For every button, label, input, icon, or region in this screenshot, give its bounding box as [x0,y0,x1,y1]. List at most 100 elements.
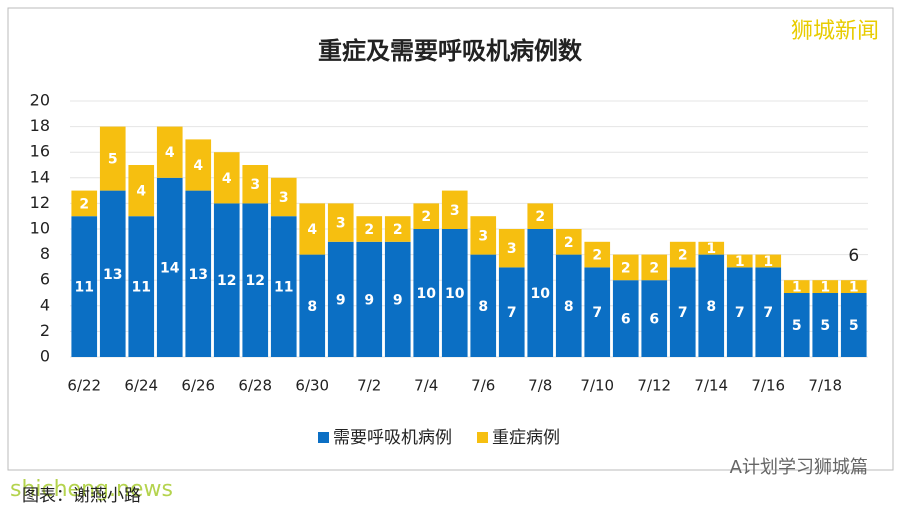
bar-segment [441,190,468,229]
bar-segment [213,203,240,357]
legend-swatch [318,432,329,443]
annotation: 6 [848,246,859,266]
x-tick-label: 6/26 [181,377,215,395]
data-label: 2 [393,222,403,238]
data-label: 2 [421,209,431,225]
data-label: 12 [246,273,265,289]
caption: 图表：谢燕小路 [22,486,141,506]
data-label: 11 [75,280,94,296]
bar-segment [356,241,383,357]
bar-segment [812,280,839,293]
data-label: 3 [279,190,289,206]
y-tick-label: 16 [30,142,50,161]
bar-segment [698,241,725,255]
x-tick-label: 7/14 [694,377,728,395]
chart-title: 重症及需要呼吸机病例数 [318,37,583,65]
data-label: 3 [507,241,517,257]
data-label: 2 [364,222,374,238]
data-label: 11 [274,280,293,296]
bar-segment [726,267,753,357]
bar-segment [299,203,326,255]
y-tick-label: 20 [30,91,50,110]
x-tick-label: 7/2 [357,377,381,395]
x-tick-label: 6/30 [295,377,329,395]
bar-segment [840,280,867,293]
data-label: 7 [678,305,688,321]
data-label: 10 [417,286,437,302]
data-label: 10 [531,286,551,302]
bar-segment [327,203,354,242]
bar-segment [584,267,611,357]
data-label: 3 [336,216,346,232]
bar-segment [327,241,354,357]
bar-segment [185,190,212,357]
bar-segment [384,241,411,357]
data-label: 7 [592,305,602,321]
bar-segment [612,280,639,357]
y-tick-label: 8 [40,244,50,263]
bar-segment [755,254,782,268]
x-tick-label: 6/24 [124,377,158,395]
watermark: 狮城新闻 [791,19,879,44]
bar-segment [726,254,753,268]
data-label: 11 [132,280,151,296]
y-tick-label: 0 [40,347,50,366]
data-label: 8 [706,299,716,315]
bar-segment [498,267,525,357]
bar-segment [270,216,297,357]
y-tick-label: 2 [40,321,50,340]
bar-segment [612,254,639,281]
bar-segment [840,293,867,357]
bar-segment [242,203,269,357]
data-label: 10 [445,286,465,302]
bar-segment [527,229,554,357]
legend-label: 需要呼吸机病例 [333,428,452,448]
bar-segment [242,165,269,204]
bar-segment [185,139,212,191]
bar-segment [413,203,440,229]
data-label: 2 [621,260,631,276]
x-tick-label: 7/18 [808,377,842,395]
bar-segment [669,241,696,268]
data-label: 9 [364,292,374,308]
data-label: 13 [189,267,208,283]
data-label: 8 [307,299,317,315]
bar-segment [413,229,440,357]
bar-segment [156,126,183,178]
data-label: 13 [103,267,122,283]
data-label: 1 [820,280,830,296]
data-label: 4 [136,184,146,200]
watermark: A计划学习狮城篇 [730,457,868,478]
x-tick-label: 7/10 [580,377,614,395]
bar-segment [213,152,240,204]
data-label: 4 [222,171,232,187]
data-label: 2 [79,196,89,212]
bar-segment [783,280,810,293]
data-label: 2 [649,260,659,276]
data-label: 9 [336,292,346,308]
bar-segment [669,267,696,357]
bar-segment [270,177,297,217]
bar-segment [470,254,497,357]
bar-segment [755,267,782,357]
bar-segment [555,254,582,357]
data-label: 2 [592,248,602,264]
bar-segment [641,254,668,281]
bar-segment [555,229,582,255]
y-tick-label: 12 [30,193,50,212]
data-label: 1 [849,280,859,296]
data-label: 7 [507,305,517,321]
bar-segment [783,293,810,357]
data-label: 7 [735,305,745,321]
bar-segment [384,216,411,242]
data-label: 4 [193,158,203,174]
legend-swatch [477,432,488,443]
bar-segment [812,293,839,357]
data-label: 1 [735,254,745,270]
data-label: 1 [763,254,773,270]
data-label: 2 [535,209,545,225]
data-label: 7 [763,305,773,321]
bar-segment [498,229,525,268]
watermark: shicheng.news [10,477,173,502]
bar-segment [71,216,98,357]
